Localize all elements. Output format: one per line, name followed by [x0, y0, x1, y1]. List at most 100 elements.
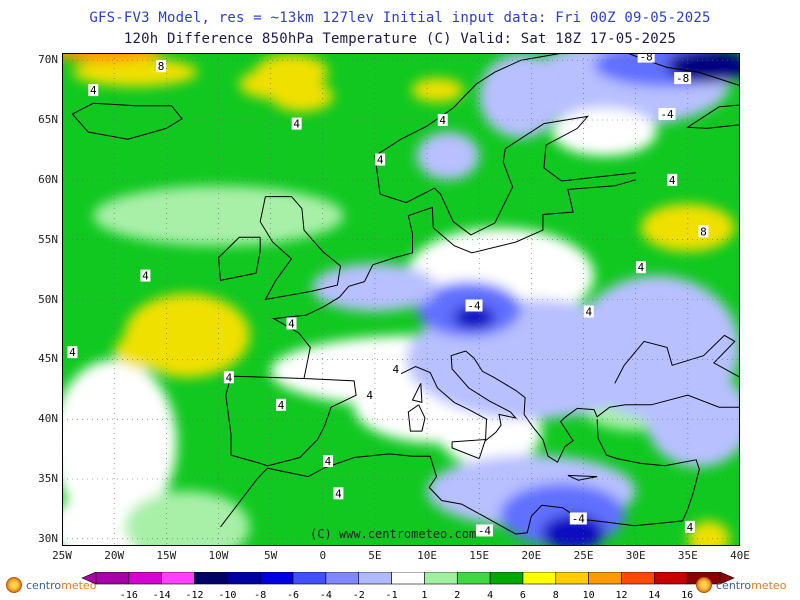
contour-label: -8 [674, 72, 692, 85]
lat-tick-label: 60N [38, 172, 58, 186]
lon-tick-label: 30E [625, 549, 646, 562]
legend-tick-label: -12 [185, 590, 203, 600]
field-shading [270, 80, 334, 112]
legend-tick-label: 8 [553, 590, 559, 600]
contour-label: 4 [286, 317, 297, 330]
field-shading [114, 333, 177, 369]
svg-text:4: 4 [226, 371, 233, 384]
svg-text:-4: -4 [660, 108, 674, 121]
legend-tick-label: -16 [120, 590, 138, 600]
legend-tick-label: 10 [583, 590, 595, 600]
lon-tick-label: 10E [417, 549, 437, 562]
lat-tick-label: 40N [38, 412, 58, 426]
svg-text:-4: -4 [572, 512, 586, 525]
color-scale-legend: -16 -14 -12 -10 -8 -6 -4 -2 -1 1 2 4 6 8 10 12 14 16 [81, 572, 735, 600]
centrometeo-logo-right: centrometeo [696, 576, 786, 594]
legend-tick-label: 1 [421, 590, 427, 600]
field-shading [687, 520, 730, 546]
svg-text:4: 4 [69, 346, 76, 359]
lat-tick-label: 65N [38, 113, 58, 126]
contour-label: 4 [333, 487, 344, 500]
contour-label: -4 [658, 108, 676, 121]
contour-label: 4 [667, 173, 678, 187]
field-shading [416, 131, 480, 180]
lon-tick-label: 5W [263, 549, 278, 562]
svg-text:8: 8 [700, 225, 707, 238]
legend-tick-label: -6 [287, 590, 299, 600]
coastline [567, 474, 598, 481]
svg-text:4: 4 [325, 455, 332, 468]
svg-text:4: 4 [687, 521, 694, 534]
legend-swatch [325, 572, 360, 585]
field-shading [453, 305, 495, 330]
coastline [645, 59, 740, 129]
lat-tick-label: 45N [38, 352, 58, 366]
legend-tick-label: 2 [454, 590, 460, 600]
lon-tick-label: 25E [573, 549, 594, 562]
legend-tick-label: 4 [487, 590, 493, 600]
legend-tick-label: -8 [254, 590, 266, 600]
lon-tick-label: 35E [677, 549, 698, 562]
legend-swatch [95, 572, 130, 585]
svg-text:-8: -8 [676, 72, 689, 85]
coastline [220, 419, 700, 535]
svg-text:4: 4 [439, 114, 446, 127]
contour-label: 4 [375, 153, 386, 166]
temperature-difference-map: 8 -8 -8 4 4 4 4 -4 4 8 4 4 -4 4 4 4 4 4 4 4 4 4 -4 -4 4 [62, 53, 740, 546]
legend-arrow-right [719, 572, 735, 585]
svg-text:4: 4 [142, 270, 149, 283]
lon-tick-label: 40E [730, 549, 750, 562]
contour-label: -4 [569, 512, 587, 525]
legend-swatch [194, 572, 228, 585]
legend-swatch [128, 572, 162, 585]
legend-swatch [654, 572, 688, 585]
svg-text:4: 4 [392, 363, 399, 376]
contour-label: 4 [364, 389, 375, 402]
lat-tick-label: 70N [38, 53, 58, 67]
svg-text:4: 4 [335, 487, 342, 500]
coastline [407, 404, 426, 432]
watermark-text: (C) www.centrometeo.com [310, 527, 477, 541]
coastline [379, 115, 636, 236]
legend-tick-label: -10 [218, 590, 236, 600]
chart-title: GFS-FV3 Model, res = ~13km 127lev Initia… [89, 10, 711, 26]
svg-text:-4: -4 [467, 299, 481, 312]
lon-tick-label: 20W [104, 549, 125, 562]
lon-tick-label: 15E [469, 549, 490, 562]
contour-label: 4 [390, 362, 401, 376]
centrometeo-logo-left: centrometeo [6, 576, 96, 594]
legend-swatch [227, 572, 261, 585]
svg-text:-8: -8 [639, 53, 652, 64]
sun-icon [696, 577, 712, 593]
contour-label: 4 [291, 117, 302, 131]
coastline [71, 102, 183, 140]
contour-label: -4 [475, 524, 493, 537]
contour-label: 8 [156, 60, 167, 73]
legend-swatch [489, 572, 524, 585]
contour-label: -4 [465, 299, 483, 312]
legend-swatch [391, 572, 425, 585]
legend-swatch [292, 572, 327, 585]
lon-tick-label: 25W [52, 549, 72, 562]
svg-text:4: 4 [278, 399, 285, 412]
coastline [364, 179, 636, 282]
svg-text:4: 4 [377, 153, 384, 166]
legend-swatch [161, 572, 195, 585]
svg-text:-4: -4 [478, 524, 492, 537]
field-shading [312, 263, 438, 312]
lon-tick-label: 5E [368, 549, 382, 562]
svg-text:4: 4 [366, 389, 373, 402]
contour-label: 4 [67, 346, 78, 359]
svg-text:4: 4 [288, 317, 295, 330]
coastline [614, 334, 740, 384]
contour-label: 4 [635, 261, 646, 274]
legend-tick-label: 6 [520, 590, 526, 600]
legend-swatch [588, 572, 622, 585]
contour-label: 8 [698, 225, 709, 238]
field-shading [93, 185, 344, 246]
svg-text:4: 4 [293, 118, 300, 131]
coastline [411, 383, 423, 404]
legend-swatch [424, 572, 458, 585]
legend-tick-label: -2 [353, 590, 365, 600]
svg-text:4: 4 [669, 174, 676, 187]
